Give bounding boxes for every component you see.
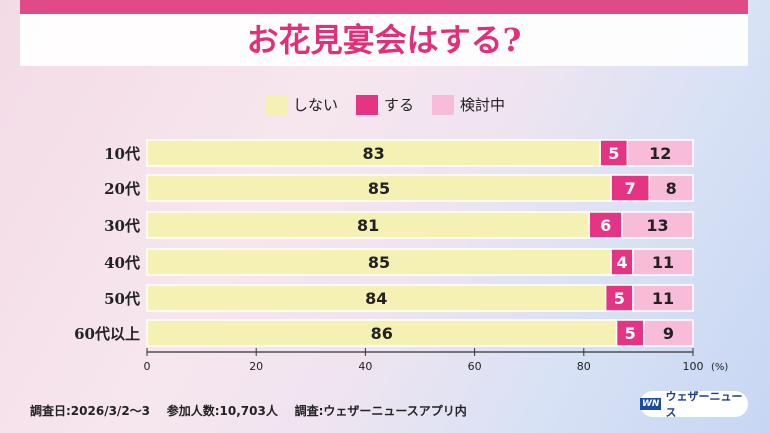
bar-segment-0: [146, 211, 591, 239]
logo-mark: WN: [640, 398, 662, 410]
category-label: 50代: [104, 290, 140, 308]
weathernews-logo: WN ウェザーニュース: [640, 390, 748, 419]
legend: しない する 検討中: [0, 94, 770, 115]
data-label: 8: [666, 179, 677, 198]
x-tick-label: 0: [144, 360, 151, 373]
data-label: 4: [616, 253, 627, 272]
legend-label: 検討中: [460, 96, 506, 114]
logo-text: ウェザーニュース: [665, 390, 743, 419]
category-label: 30代: [104, 217, 140, 235]
source: 調査:ウェザーニュースアプリ内: [294, 404, 467, 418]
bar-segment-0: [146, 139, 601, 167]
footer: 調査日:2026/3/2〜3 参加人数:10,703人 調査:ウェザーニュースア…: [30, 402, 467, 419]
data-label: 12: [649, 144, 671, 163]
data-label: 7: [625, 179, 636, 198]
category-label: 20代: [104, 180, 140, 198]
bar-segment-1: [610, 174, 651, 202]
x-tick-label: 80: [577, 360, 591, 373]
legend-label: する: [383, 96, 414, 114]
x-tick-label: 60: [468, 360, 482, 373]
legend-yes: する: [355, 94, 414, 115]
data-label: 9: [663, 324, 674, 343]
data-label: 11: [652, 289, 674, 308]
bar-segment-0: [146, 319, 618, 347]
category-label: 60代以上: [74, 325, 140, 343]
data-label: 5: [614, 289, 625, 308]
bar-segment-2: [632, 284, 694, 312]
bar-segment-1: [599, 139, 629, 167]
data-label: 11: [652, 253, 674, 272]
participants: 参加人数:10,703人: [166, 404, 278, 418]
chart-title: お花見宴会はする?: [246, 21, 522, 59]
bar-segment-1: [604, 284, 634, 312]
bar-segment-1: [615, 319, 645, 347]
category-label: 40代: [104, 254, 140, 272]
data-label: 5: [625, 324, 636, 343]
title-box: お花見宴会はする?: [20, 14, 748, 66]
data-label: 85: [368, 179, 390, 198]
data-label: 81: [357, 216, 379, 235]
bar-segment-2: [643, 319, 694, 347]
top-accent-bar: [20, 0, 748, 14]
bar-segment-2: [626, 139, 694, 167]
legend-considering: 検討中: [432, 94, 505, 115]
legend-label: しない: [292, 96, 338, 114]
survey-date: 調査日:2026/3/2〜3: [30, 404, 151, 418]
data-label: 5: [608, 144, 619, 163]
bar-segment-1: [588, 211, 623, 239]
data-label: 6: [600, 216, 611, 235]
x-tick-label: 100: [683, 360, 704, 373]
bar-segment-2: [648, 174, 694, 202]
data-label: 83: [362, 144, 384, 163]
legend-no: しない: [264, 94, 338, 115]
bar-segment-0: [146, 174, 612, 202]
category-label: 10代: [104, 145, 140, 163]
x-tick-label: 40: [358, 360, 372, 373]
data-label: 13: [646, 216, 668, 235]
x-tick-label: 20: [249, 360, 263, 373]
x-unit-label: (%): [711, 362, 728, 373]
data-label: 86: [371, 324, 393, 343]
bar-segment-0: [146, 284, 607, 312]
data-label: 84: [365, 289, 387, 308]
data-label: 85: [368, 253, 390, 272]
bar-segment-2: [632, 248, 694, 276]
bar-segment-2: [621, 211, 694, 239]
